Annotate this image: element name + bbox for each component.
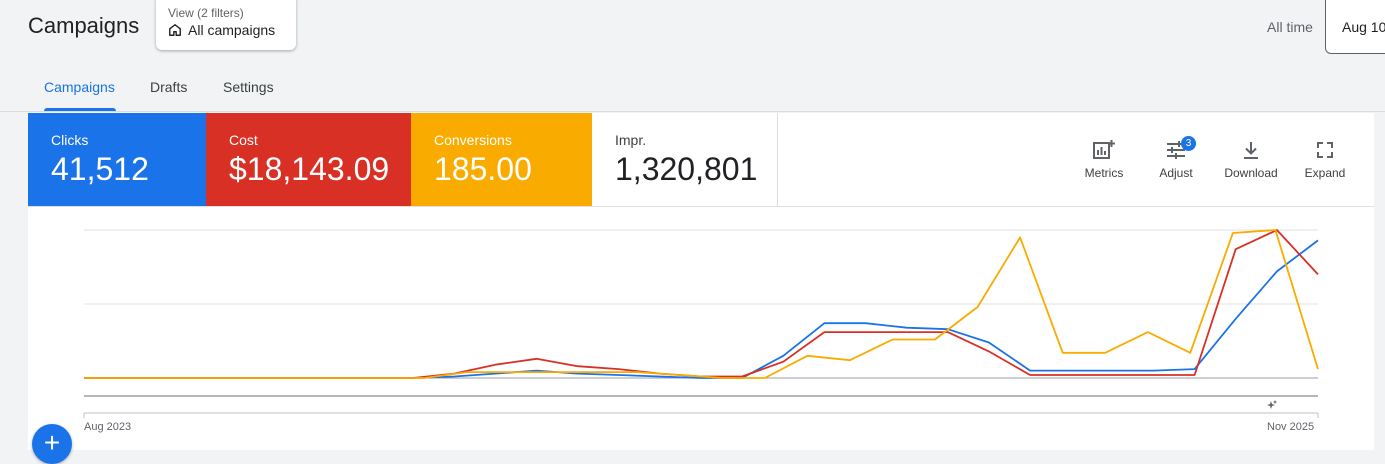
expand-label: Expand [1304,166,1346,180]
x-axis-end-label: Nov 2025 [1267,421,1315,433]
tab-settings[interactable]: Settings [223,79,274,95]
chart-series-layer [84,229,1319,379]
adjust-label: Adjust [1159,166,1193,180]
add-button[interactable]: + [32,424,72,464]
scorecard-conversions[interactable]: Conversions 185.00 [411,113,592,206]
view-selected: All campaigns [188,22,276,38]
scorecard-clicks[interactable]: Clicks 41,512 [28,113,206,206]
scorecard-value: 185.00 [434,151,532,187]
adjust-button[interactable]: 3 Adjust [1141,136,1211,180]
download-label: Download [1224,166,1278,180]
date-range-picker[interactable]: Aug 10 [1325,0,1385,54]
date-range-label: All time [1267,19,1313,35]
scorecard-impressions[interactable]: Impr. 1,320,801 [592,113,778,206]
scorecard-cost[interactable]: Cost $18,143.09 [206,113,411,206]
tab-drafts[interactable]: Drafts [150,79,188,95]
scorecard-value: 1,320,801 [615,151,758,187]
performance-chart: Aug 2023 Nov 2025 [28,207,1374,450]
series-line-clicks [84,239,1319,379]
metrics-button[interactable]: Metrics [1069,140,1139,180]
download-button[interactable]: Download [1216,140,1286,180]
metrics-icon [1093,140,1115,159]
expand-button[interactable]: Expand [1290,140,1360,180]
scorecard-row: Clicks 41,512 Cost $18,143.09 Conversion… [28,113,1374,206]
scorecard-value: 41,512 [51,151,149,187]
tab-campaigns[interactable]: Campaigns [44,79,115,95]
download-icon [1244,142,1258,159]
series-line-conversions [84,229,1319,379]
metrics-label: Metrics [1084,166,1124,180]
expand-icon [1317,142,1333,158]
view-selector[interactable]: View (2 filters) All campaigns [156,0,296,50]
sparkle-icon [1267,400,1277,409]
scorecard-label: Clicks [51,132,89,148]
scorecard-label: Cost [229,132,258,148]
scorecard-label: Conversions [434,132,512,148]
page-title: Campaigns [28,13,140,38]
date-range-value: Aug 10 [1342,19,1385,35]
scorecard-divider [28,206,1374,207]
tabs-divider [0,111,1385,112]
chart-canvas [83,229,1319,418]
scorecard-label: Impr. [615,132,647,148]
home-icon [169,24,181,36]
adjust-badge: 3 [1181,136,1196,151]
x-axis-start-label: Aug 2023 [84,421,132,433]
active-tab-indicator [44,108,116,111]
scorecard-value: $18,143.09 [229,151,390,187]
view-filters-label: View (2 filters) [168,6,244,20]
